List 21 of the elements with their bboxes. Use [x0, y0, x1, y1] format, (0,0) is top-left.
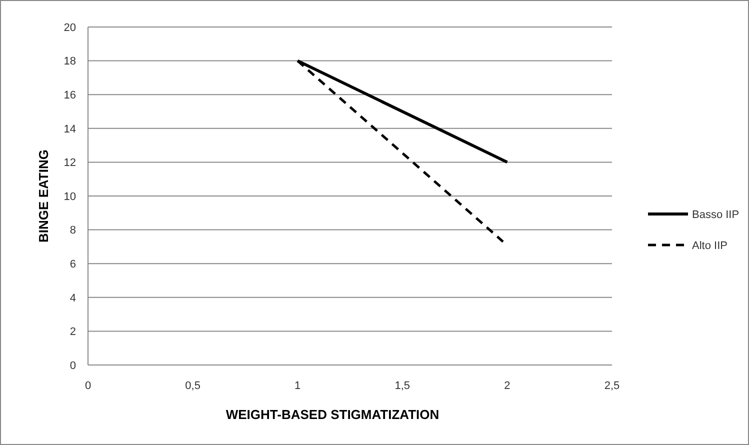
x-axis-title: WEIGHT-BASED STIGMATIZATION — [226, 407, 440, 422]
legend-label: Alto IIP — [692, 240, 728, 252]
y-tick-label: 18 — [64, 56, 76, 68]
x-tick-label: 1,5 — [394, 380, 410, 392]
y-tick-label: 2 — [70, 326, 76, 338]
x-tick-label: 2,5 — [604, 380, 620, 392]
x-tick-label: 0,5 — [185, 380, 200, 392]
x-tick-label: 0 — [84, 380, 92, 392]
y-axis-title: BINGE EATING — [36, 150, 51, 242]
y-tick-label: 4 — [70, 292, 76, 304]
x-tick-label: 1 — [294, 380, 301, 392]
y-tick-label: 20 — [64, 22, 76, 34]
y-tick-label: 12 — [64, 157, 76, 170]
y-tick-label: 6 — [70, 258, 76, 270]
y-tick-label: 8 — [70, 224, 76, 237]
y-tick-label: 0 — [70, 360, 76, 372]
y-tick-label: 10 — [64, 190, 76, 203]
legend-label: Basso IIP — [692, 208, 740, 221]
y-tick-label: 14 — [64, 123, 76, 136]
y-tick-label: 16 — [64, 89, 76, 102]
x-tick-label: 2 — [504, 380, 510, 392]
